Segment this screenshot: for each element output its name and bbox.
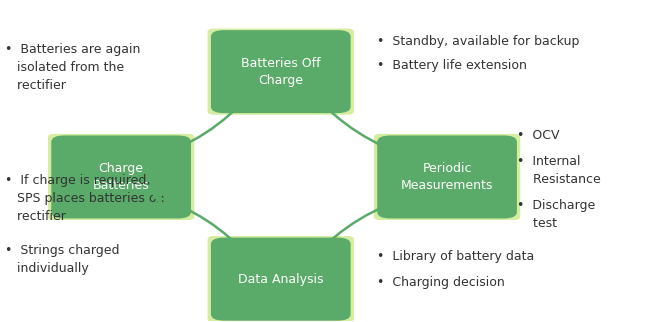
Text: •  Library of battery data: • Library of battery data [377,251,534,263]
FancyBboxPatch shape [208,29,354,115]
FancyBboxPatch shape [211,30,351,113]
FancyBboxPatch shape [48,134,194,220]
Text: •  Strings charged
   individually: • Strings charged individually [5,244,119,275]
FancyBboxPatch shape [51,136,191,218]
Text: Periodic
Measurements: Periodic Measurements [401,162,493,192]
Text: •  If charge is required,
   SPS places batteries on
   rectifier: • If charge is required, SPS places batt… [5,174,164,223]
Text: Data Analysis: Data Analysis [238,273,323,286]
Text: •  Discharge
    test: • Discharge test [517,199,595,230]
Text: •  Internal
    Resistance: • Internal Resistance [517,155,601,185]
Text: Batteries Off
Charge: Batteries Off Charge [241,57,321,87]
Text: •  Battery life extension: • Battery life extension [377,59,527,72]
FancyBboxPatch shape [208,236,354,322]
Text: •  Batteries are again
   isolated from the
   rectifier: • Batteries are again isolated from the … [5,43,140,92]
Text: •  Charging decision: • Charging decision [377,276,505,289]
FancyBboxPatch shape [374,134,520,220]
Text: Charge
Batteries: Charge Batteries [93,162,150,192]
Text: •  OCV: • OCV [517,129,559,142]
Text: •  Standby, available for backup: • Standby, available for backup [377,35,580,48]
FancyBboxPatch shape [377,136,517,218]
FancyBboxPatch shape [211,238,351,321]
